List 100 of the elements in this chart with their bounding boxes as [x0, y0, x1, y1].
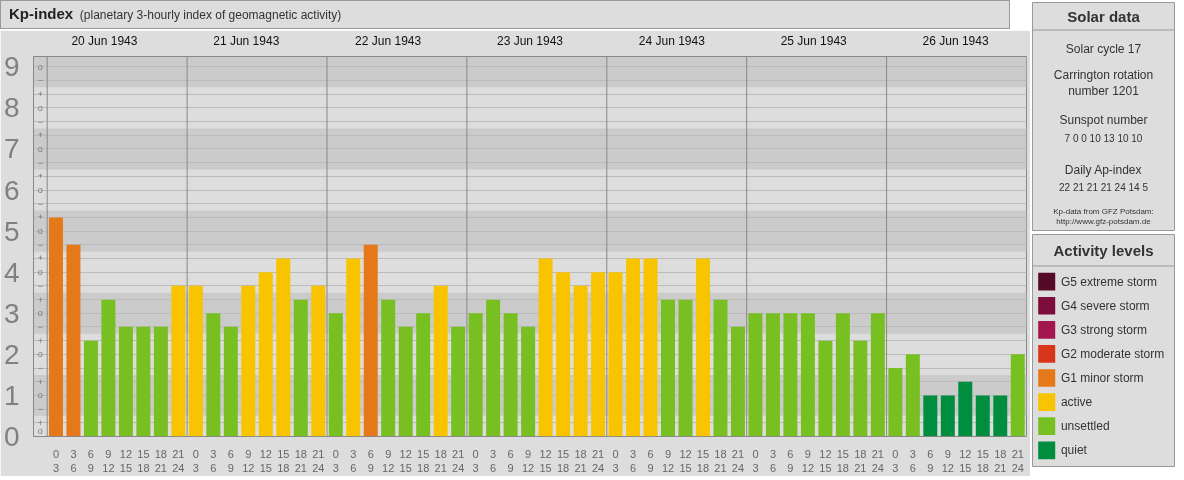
x2-tick-label: 20 Jun 1943	[71, 33, 138, 48]
bar	[765, 313, 780, 437]
text: o	[37, 390, 43, 401]
text: o	[37, 143, 43, 154]
x-tick-label: 18 21	[574, 447, 587, 474]
bar	[993, 395, 1008, 437]
bar	[800, 313, 815, 437]
bar	[433, 285, 448, 437]
bar	[730, 326, 745, 437]
text: Kp-data from GFZ Potsdam: http://www.gfz-potsdam.de	[1053, 207, 1154, 227]
bar	[888, 367, 903, 437]
y-tick-label: 5	[3, 215, 20, 247]
bar	[171, 285, 186, 437]
x-tick-label: 15 18	[976, 447, 989, 474]
bar	[853, 340, 868, 437]
bar	[206, 313, 221, 437]
x-tick-label: 0 3	[752, 447, 759, 474]
bar	[188, 285, 203, 437]
text: +	[37, 212, 43, 223]
x-tick-label: 12 15	[819, 447, 832, 474]
y-tick-label: 2	[3, 338, 20, 370]
x-tick-label: 15 18	[556, 447, 570, 474]
x-tick-label: 0 3	[612, 447, 619, 474]
bar	[468, 313, 483, 437]
x-tick-label: 12 15	[259, 447, 272, 474]
chart-subtitle: (planetary 3-hourly index of geomagnetic activity)	[79, 8, 342, 22]
bar	[451, 326, 466, 437]
text: −	[37, 363, 43, 374]
bar	[608, 272, 623, 437]
x-tick-label: 21 24	[731, 447, 745, 474]
x-tick-label: 21 24	[172, 447, 185, 474]
x2-tick-label: 21 Jun 1943	[213, 33, 280, 48]
text: −	[37, 157, 43, 168]
x-tick-label: 9 12	[661, 447, 675, 474]
x-tick-label: 9 12	[242, 447, 255, 474]
legend-label: G2 moderate storm	[1060, 346, 1165, 361]
bar	[101, 299, 116, 437]
y-tick-label: 7	[3, 133, 20, 165]
x-tick-label: 0 3	[892, 447, 899, 474]
text: Solar cycle 17	[1065, 41, 1142, 56]
x-tick-label: 0 3	[192, 447, 199, 474]
bar	[118, 326, 133, 437]
x-tick-label: 3 6	[490, 447, 497, 474]
x-tick-label: 0 3	[332, 447, 339, 474]
legend-label: unsettled	[1060, 419, 1110, 434]
bar	[661, 299, 675, 437]
x-tick-label: 21 24	[312, 447, 325, 474]
bar	[1010, 354, 1025, 437]
text: −	[37, 198, 43, 209]
x-tick-label: 15 18	[417, 447, 430, 474]
x2-tick-label: 22 Jun 1943	[355, 33, 422, 48]
x-tick-label: 15 18	[696, 447, 710, 474]
y-tick-label: 1	[3, 379, 20, 411]
text: o	[37, 102, 43, 113]
x-tick-label: 3 6	[70, 447, 77, 474]
x-tick-label: 0 3	[52, 447, 60, 474]
x-tick-label: 6 9	[647, 447, 654, 474]
bar	[503, 313, 518, 437]
x-tick-label: 6 9	[227, 447, 234, 474]
bar	[311, 285, 326, 437]
bar	[48, 217, 63, 437]
x2-tick-label: 23 Jun 1943	[496, 33, 564, 48]
text: o	[37, 267, 43, 278]
bar	[748, 313, 763, 437]
x-tick-label: 0 3	[472, 447, 479, 474]
x-tick-label: 6 9	[927, 447, 934, 474]
x-tick-label: 3 6	[769, 447, 776, 474]
text: +	[37, 376, 43, 387]
legend-title: Activity levels	[1053, 241, 1154, 259]
text: o	[37, 185, 43, 196]
bar	[241, 285, 256, 437]
bar	[713, 299, 728, 437]
bar	[276, 258, 291, 437]
x-tick-label: 6 9	[87, 447, 94, 474]
text: o	[37, 425, 43, 436]
text: +	[37, 171, 43, 182]
text: 7 0 0 10 13 10 10	[1064, 132, 1143, 144]
y-tick-label: 6	[3, 174, 20, 206]
x-tick-label: 3 6	[909, 447, 916, 474]
x-tick-label: 9 12	[941, 447, 954, 474]
text: o	[37, 61, 43, 72]
x-tick-label: 15 18	[137, 447, 150, 474]
chart-title: Kp-index	[9, 5, 74, 22]
x-tick-label: 21 24	[591, 447, 605, 474]
bar	[556, 272, 571, 437]
bar	[958, 381, 973, 437]
text: −	[37, 239, 43, 250]
x-tick-label: 3 6	[629, 447, 637, 474]
x2-tick-label: 25 Jun 1943	[780, 33, 848, 48]
bar	[521, 326, 536, 437]
y-tick-label: 3	[3, 297, 20, 329]
y-tick-label: 8	[3, 92, 20, 124]
x-tick-label: 3 6	[350, 447, 357, 474]
text: +	[37, 294, 43, 305]
y-tick-label: 0	[3, 421, 20, 452]
bar	[818, 340, 833, 437]
legend-label: quiet	[1060, 443, 1088, 458]
text: Sunspot number	[1059, 113, 1148, 128]
y-tick-label: 9	[3, 51, 20, 83]
bar	[153, 326, 168, 437]
